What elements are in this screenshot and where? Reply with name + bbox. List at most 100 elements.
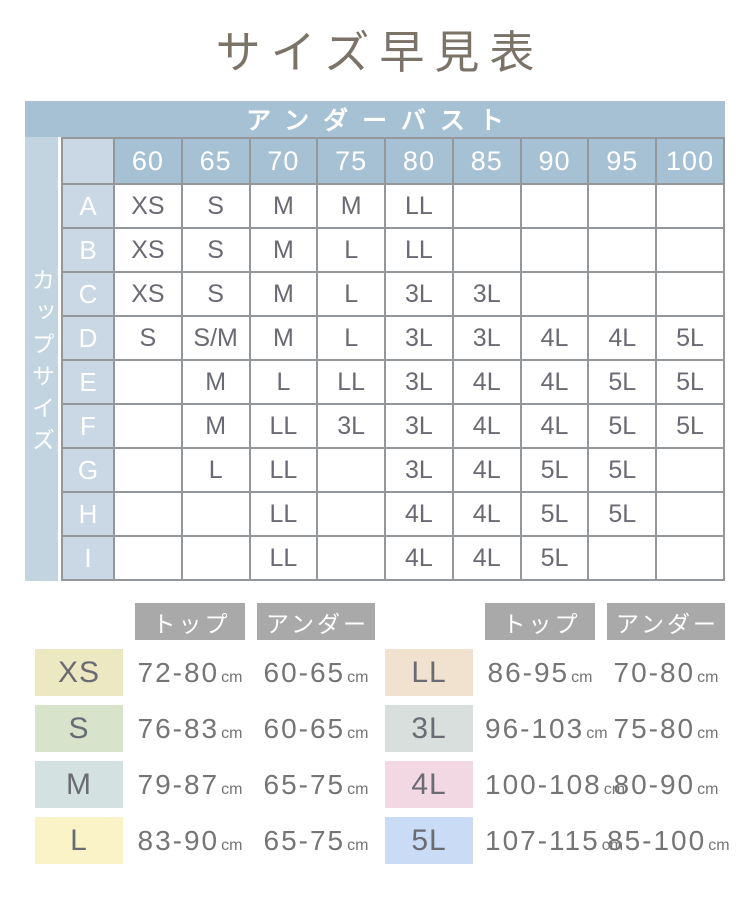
size-cell: L (180, 447, 251, 493)
size-cell: 3L (451, 315, 522, 361)
size-cell: 5L (587, 403, 658, 449)
size-cell: L (248, 359, 319, 405)
legend-range: 60-65 (263, 657, 346, 688)
size-cell: M (248, 227, 319, 273)
legend-unit: cm (586, 725, 608, 742)
size-cell (113, 403, 183, 449)
legend-range: 83-90 (137, 825, 220, 856)
legend-size-swatch: LL (385, 649, 473, 696)
legend-under-value: 65-75 cm (257, 817, 375, 864)
size-cell (655, 227, 725, 273)
size-cell: 5L (655, 359, 725, 405)
legend-unit: cm (221, 725, 243, 742)
underbust-column-header: 80 (384, 137, 454, 185)
legend-top-value: 100-108 cm (485, 761, 625, 808)
underbust-column-header: 100 (655, 137, 725, 185)
legend-top-value: 96-103 cm (485, 705, 608, 752)
size-cell (587, 227, 658, 273)
cup-row-header: A (61, 183, 115, 229)
size-cell: S (180, 183, 251, 229)
size-cell (655, 447, 725, 493)
size-cell: LL (248, 491, 319, 537)
cup-size-label: カップサイズ (25, 137, 58, 581)
legend-unit: cm (347, 725, 369, 742)
size-cell: 5L (655, 315, 725, 361)
cup-row: B XS S M L LL (61, 227, 725, 273)
legend-unit: cm (347, 669, 369, 686)
size-cell: 3L (316, 403, 387, 449)
size-cell: S (180, 227, 251, 273)
cup-row: H LL 4L 4L 5L 5L (61, 491, 725, 537)
cup-row: E M L LL 3L 4L 4L 5L 5L (61, 359, 725, 405)
legend-range: 70-80 (613, 657, 696, 688)
cup-row-header: G (61, 447, 115, 493)
size-cell: 4L (384, 535, 454, 581)
legend-under-value: 60-65 cm (257, 705, 375, 752)
size-cell: S/M (180, 315, 251, 361)
legend-unit: cm (221, 837, 243, 854)
size-cell: 4L (519, 315, 590, 361)
size-cell: LL (248, 403, 319, 449)
legend-top-value: 79-87 cm (135, 761, 245, 808)
legend-unit: cm (601, 837, 624, 854)
size-cell: 5L (587, 359, 658, 405)
legend-unit: cm (697, 725, 719, 742)
legend-top-header: トップ (135, 603, 245, 640)
size-cell: 5L (655, 403, 725, 449)
legend-range: 79-87 (137, 769, 220, 800)
legend-range: 60-65 (263, 713, 346, 744)
size-cell: XS (113, 271, 183, 317)
size-cell (451, 183, 522, 229)
cup-row: F M LL 3L 3L 4L 4L 5L 5L (61, 403, 725, 449)
size-cell: 4L (587, 315, 658, 361)
legend-size-swatch: XS (35, 649, 123, 696)
size-cell: 5L (519, 447, 590, 493)
size-cell (587, 271, 658, 317)
cup-row: I LL 4L 4L 5L (61, 535, 725, 581)
size-cell: 3L (384, 315, 454, 361)
legend-size-swatch: 4L (385, 761, 473, 808)
legend-unit: cm (347, 837, 369, 854)
size-chart: アンダーバスト カップサイズ 60 65 70 75 80 85 90 95 100 A XS S M M… (25, 101, 725, 581)
legend-unit: cm (571, 669, 593, 686)
size-cell: LL (248, 447, 319, 493)
size-cell: 3L (384, 403, 454, 449)
size-cell: LL (248, 535, 319, 581)
size-cell (655, 491, 725, 537)
legend-top-header: トップ (485, 603, 595, 640)
size-cell: 3L (451, 271, 522, 317)
size-cell: 4L (519, 359, 590, 405)
underbust-band-label: アンダーバスト (25, 101, 725, 137)
size-cell: 4L (519, 403, 590, 449)
legend-top-value: 72-80 cm (135, 649, 245, 696)
legend-range: 86-95 (487, 657, 570, 688)
size-cell: L (316, 271, 387, 317)
cup-row-header: I (61, 535, 115, 581)
legend-unit: cm (221, 669, 243, 686)
size-cell: 5L (519, 535, 590, 581)
size-cell (180, 491, 251, 537)
size-cell (587, 183, 658, 229)
cup-row-header: B (61, 227, 115, 273)
size-cell: 4L (451, 447, 522, 493)
cup-row: C XS S M L 3L 3L (61, 271, 725, 317)
cup-row: A XS S M M LL (61, 183, 725, 229)
legend-size-swatch: S (35, 705, 123, 752)
size-cell (180, 535, 251, 581)
size-cell: 4L (451, 535, 522, 581)
size-cell (519, 183, 590, 229)
cup-row-header: C (61, 271, 115, 317)
legend-range: 76-83 (137, 713, 220, 744)
size-cell: S (113, 315, 183, 361)
size-cell: LL (384, 183, 454, 229)
size-cell: 4L (384, 491, 454, 537)
underbust-column-header: 65 (180, 137, 251, 185)
size-cell: M (248, 183, 319, 229)
size-cell (316, 491, 387, 537)
size-cell (451, 227, 522, 273)
legend-unit: cm (697, 669, 719, 686)
underbust-column-header: 85 (451, 137, 522, 185)
size-cell (519, 227, 590, 273)
underbust-column-header: 90 (519, 137, 590, 185)
size-cell: 4L (451, 359, 522, 405)
